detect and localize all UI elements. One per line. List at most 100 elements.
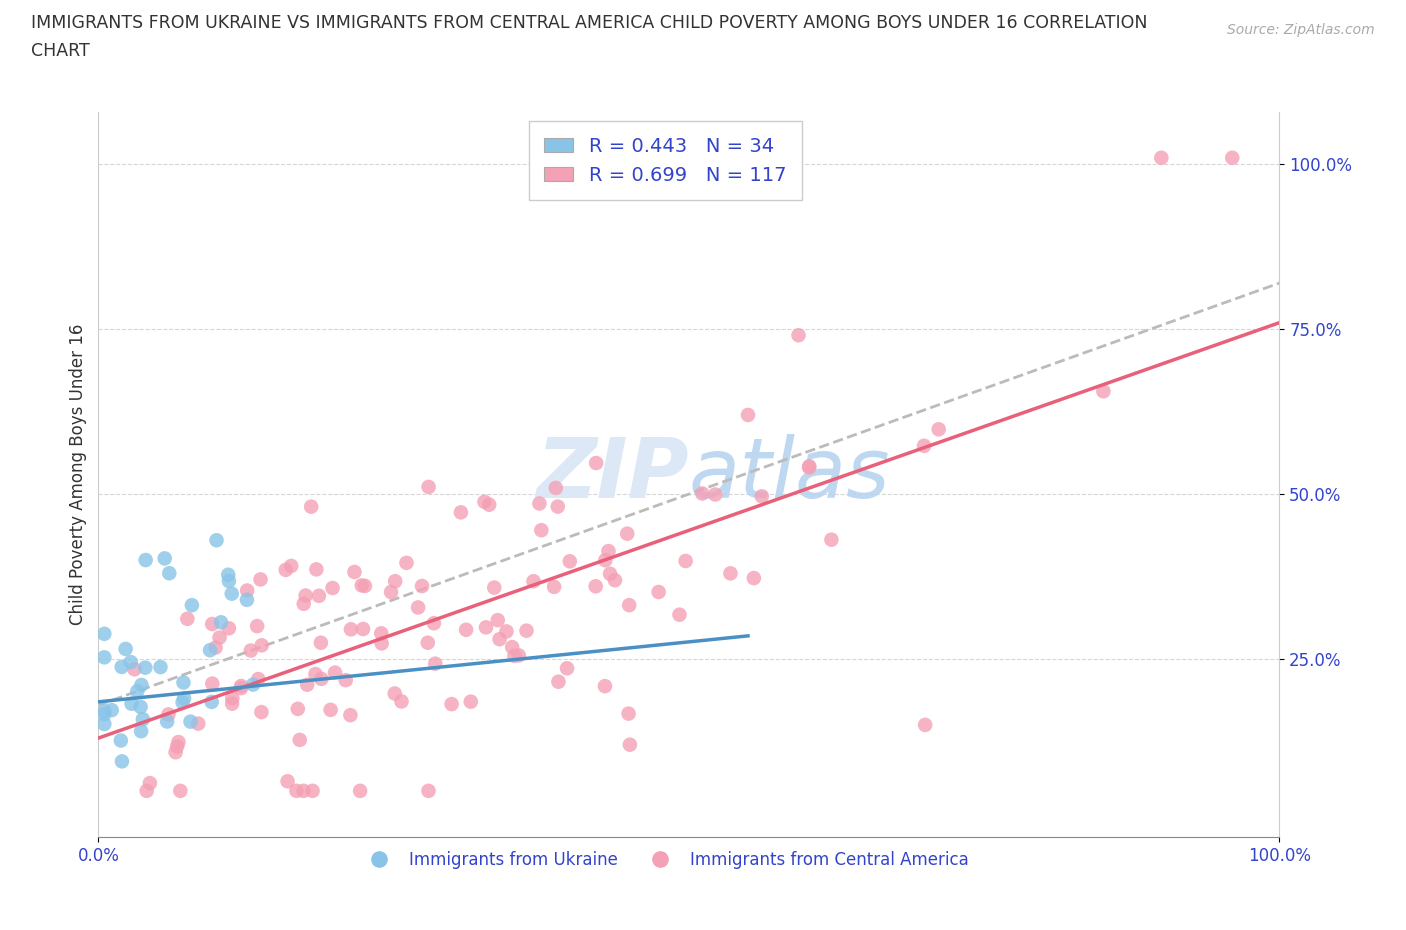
- Point: [294, 588, 316, 603]
- Point: [205, 533, 228, 548]
- Point: [304, 667, 326, 682]
- Point: [619, 598, 641, 613]
- Point: [218, 621, 240, 636]
- Point: [585, 456, 607, 471]
- Point: [475, 620, 498, 635]
- Point: [247, 671, 270, 686]
- Point: [139, 776, 162, 790]
- Point: [120, 655, 142, 670]
- Point: [593, 679, 616, 694]
- Point: [454, 622, 477, 637]
- Point: [187, 716, 209, 731]
- Point: [93, 716, 115, 731]
- Point: [280, 559, 302, 574]
- Point: [488, 631, 510, 646]
- Point: [157, 565, 180, 580]
- Point: [418, 783, 440, 798]
- Point: [799, 458, 821, 473]
- Point: [288, 733, 311, 748]
- Point: [495, 624, 517, 639]
- Point: [720, 566, 742, 581]
- Point: [110, 733, 132, 748]
- Point: [820, 532, 842, 547]
- Point: [617, 706, 640, 721]
- Point: [167, 735, 190, 750]
- Point: [547, 674, 569, 689]
- Point: [384, 686, 406, 701]
- Point: [418, 480, 440, 495]
- Point: [619, 737, 641, 752]
- Point: [370, 626, 392, 641]
- Point: [135, 783, 157, 798]
- Point: [484, 580, 506, 595]
- Point: [292, 783, 315, 798]
- Point: [1092, 384, 1115, 399]
- Point: [297, 677, 319, 692]
- Point: [599, 566, 621, 581]
- Point: [450, 505, 472, 520]
- Point: [165, 745, 187, 760]
- Point: [547, 499, 569, 514]
- Point: [737, 407, 759, 422]
- Point: [121, 697, 143, 711]
- Point: [787, 327, 810, 342]
- Point: [416, 635, 439, 650]
- Point: [176, 611, 198, 626]
- Point: [93, 704, 115, 719]
- Point: [229, 681, 252, 696]
- Point: [209, 615, 232, 630]
- Point: [301, 783, 323, 798]
- Point: [395, 555, 418, 570]
- Point: [274, 563, 297, 578]
- Point: [166, 739, 188, 754]
- Point: [218, 574, 240, 589]
- Point: [370, 636, 392, 651]
- Point: [93, 650, 115, 665]
- Point: [111, 659, 134, 674]
- Point: [221, 691, 243, 706]
- Point: [322, 580, 344, 595]
- Point: [231, 679, 253, 694]
- Point: [236, 583, 259, 598]
- Point: [912, 438, 935, 453]
- Point: [285, 783, 308, 798]
- Point: [93, 627, 115, 642]
- Y-axis label: Child Poverty Among Boys Under 16: Child Poverty Among Boys Under 16: [69, 324, 87, 625]
- Point: [135, 552, 157, 567]
- Point: [928, 422, 950, 437]
- Text: CHART: CHART: [31, 42, 90, 60]
- Point: [127, 684, 149, 698]
- Point: [339, 708, 361, 723]
- Point: [157, 707, 180, 722]
- Text: atlas: atlas: [689, 433, 890, 515]
- Point: [236, 592, 259, 607]
- Point: [129, 724, 152, 738]
- Point: [221, 697, 243, 711]
- Point: [311, 671, 333, 686]
- Point: [384, 574, 406, 589]
- Text: ZIP: ZIP: [536, 433, 689, 515]
- Point: [149, 659, 172, 674]
- Text: Source: ZipAtlas.com: Source: ZipAtlas.com: [1227, 23, 1375, 37]
- Point: [169, 783, 191, 798]
- Point: [1220, 151, 1243, 166]
- Point: [1150, 151, 1173, 166]
- Point: [460, 694, 482, 709]
- Point: [319, 702, 342, 717]
- Point: [129, 699, 152, 714]
- Point: [180, 598, 202, 613]
- Point: [323, 665, 346, 680]
- Point: [309, 635, 332, 650]
- Point: [530, 523, 553, 538]
- Point: [239, 644, 262, 658]
- Point: [124, 662, 146, 677]
- Point: [914, 717, 936, 732]
- Point: [201, 695, 224, 710]
- Point: [555, 661, 578, 676]
- Point: [217, 567, 239, 582]
- Point: [349, 783, 371, 798]
- Point: [172, 695, 194, 710]
- Point: [503, 648, 526, 663]
- Point: [172, 675, 194, 690]
- Point: [797, 460, 820, 475]
